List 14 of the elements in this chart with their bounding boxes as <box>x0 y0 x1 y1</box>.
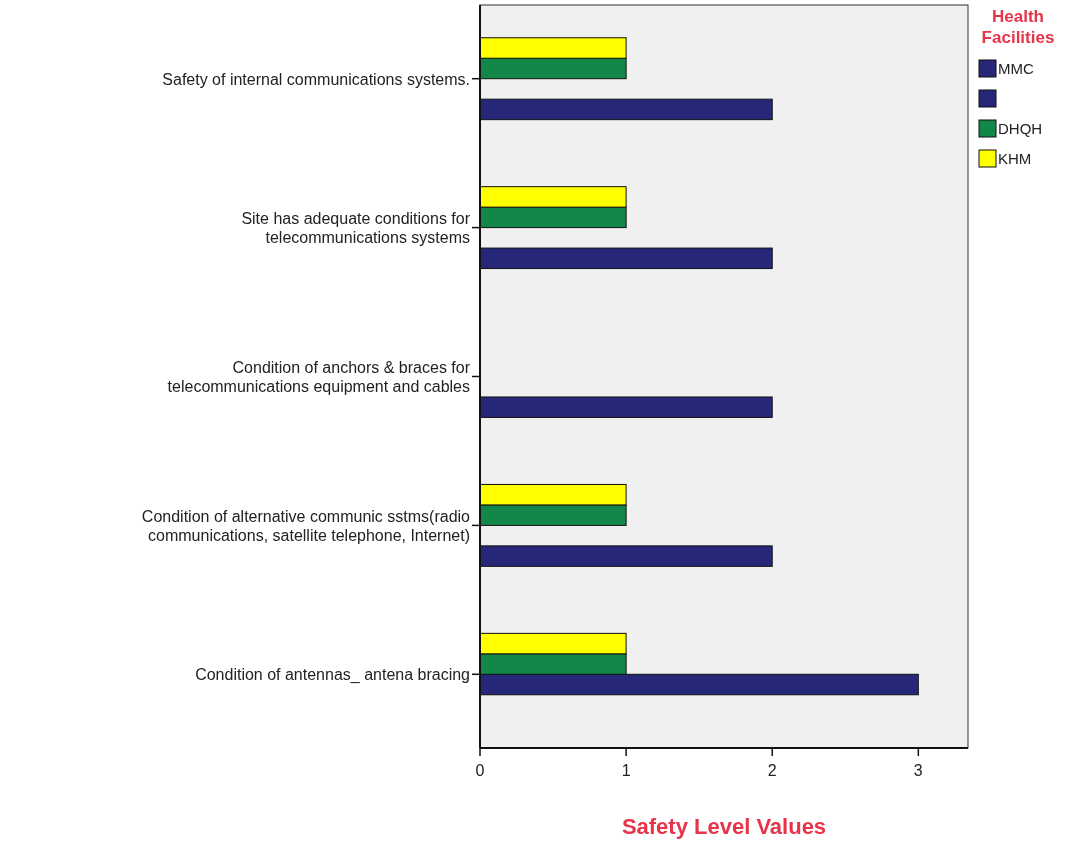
legend-title: Health Facilities <box>981 7 1055 47</box>
x-axis-title: Safety Level Values <box>621 814 827 839</box>
y-tick-label: Site has adequate conditions for telecommunications systems <box>241 210 471 247</box>
x-tick-label: 1 <box>621 762 631 779</box>
legend-label: DHQH <box>998 120 1043 137</box>
legend-label: MMC <box>998 60 1034 77</box>
y-tick-label: Condition of antennas_ antena bracing <box>195 666 470 685</box>
legend-label: KHM <box>998 150 1032 167</box>
x-tick-label: 2 <box>767 762 777 779</box>
y-tick-label: Condition of anchors & braces for telecommunications equipment and cables <box>167 359 471 395</box>
x-tick-label: 3 <box>913 762 923 779</box>
y-tick-label: Safety of internal communications systems. <box>162 70 470 88</box>
y-tick-label: Condition of alternative communic sstms(radio communications, satellite telephone, Internet) <box>141 507 471 544</box>
x-tick-label: 0 <box>475 762 485 779</box>
